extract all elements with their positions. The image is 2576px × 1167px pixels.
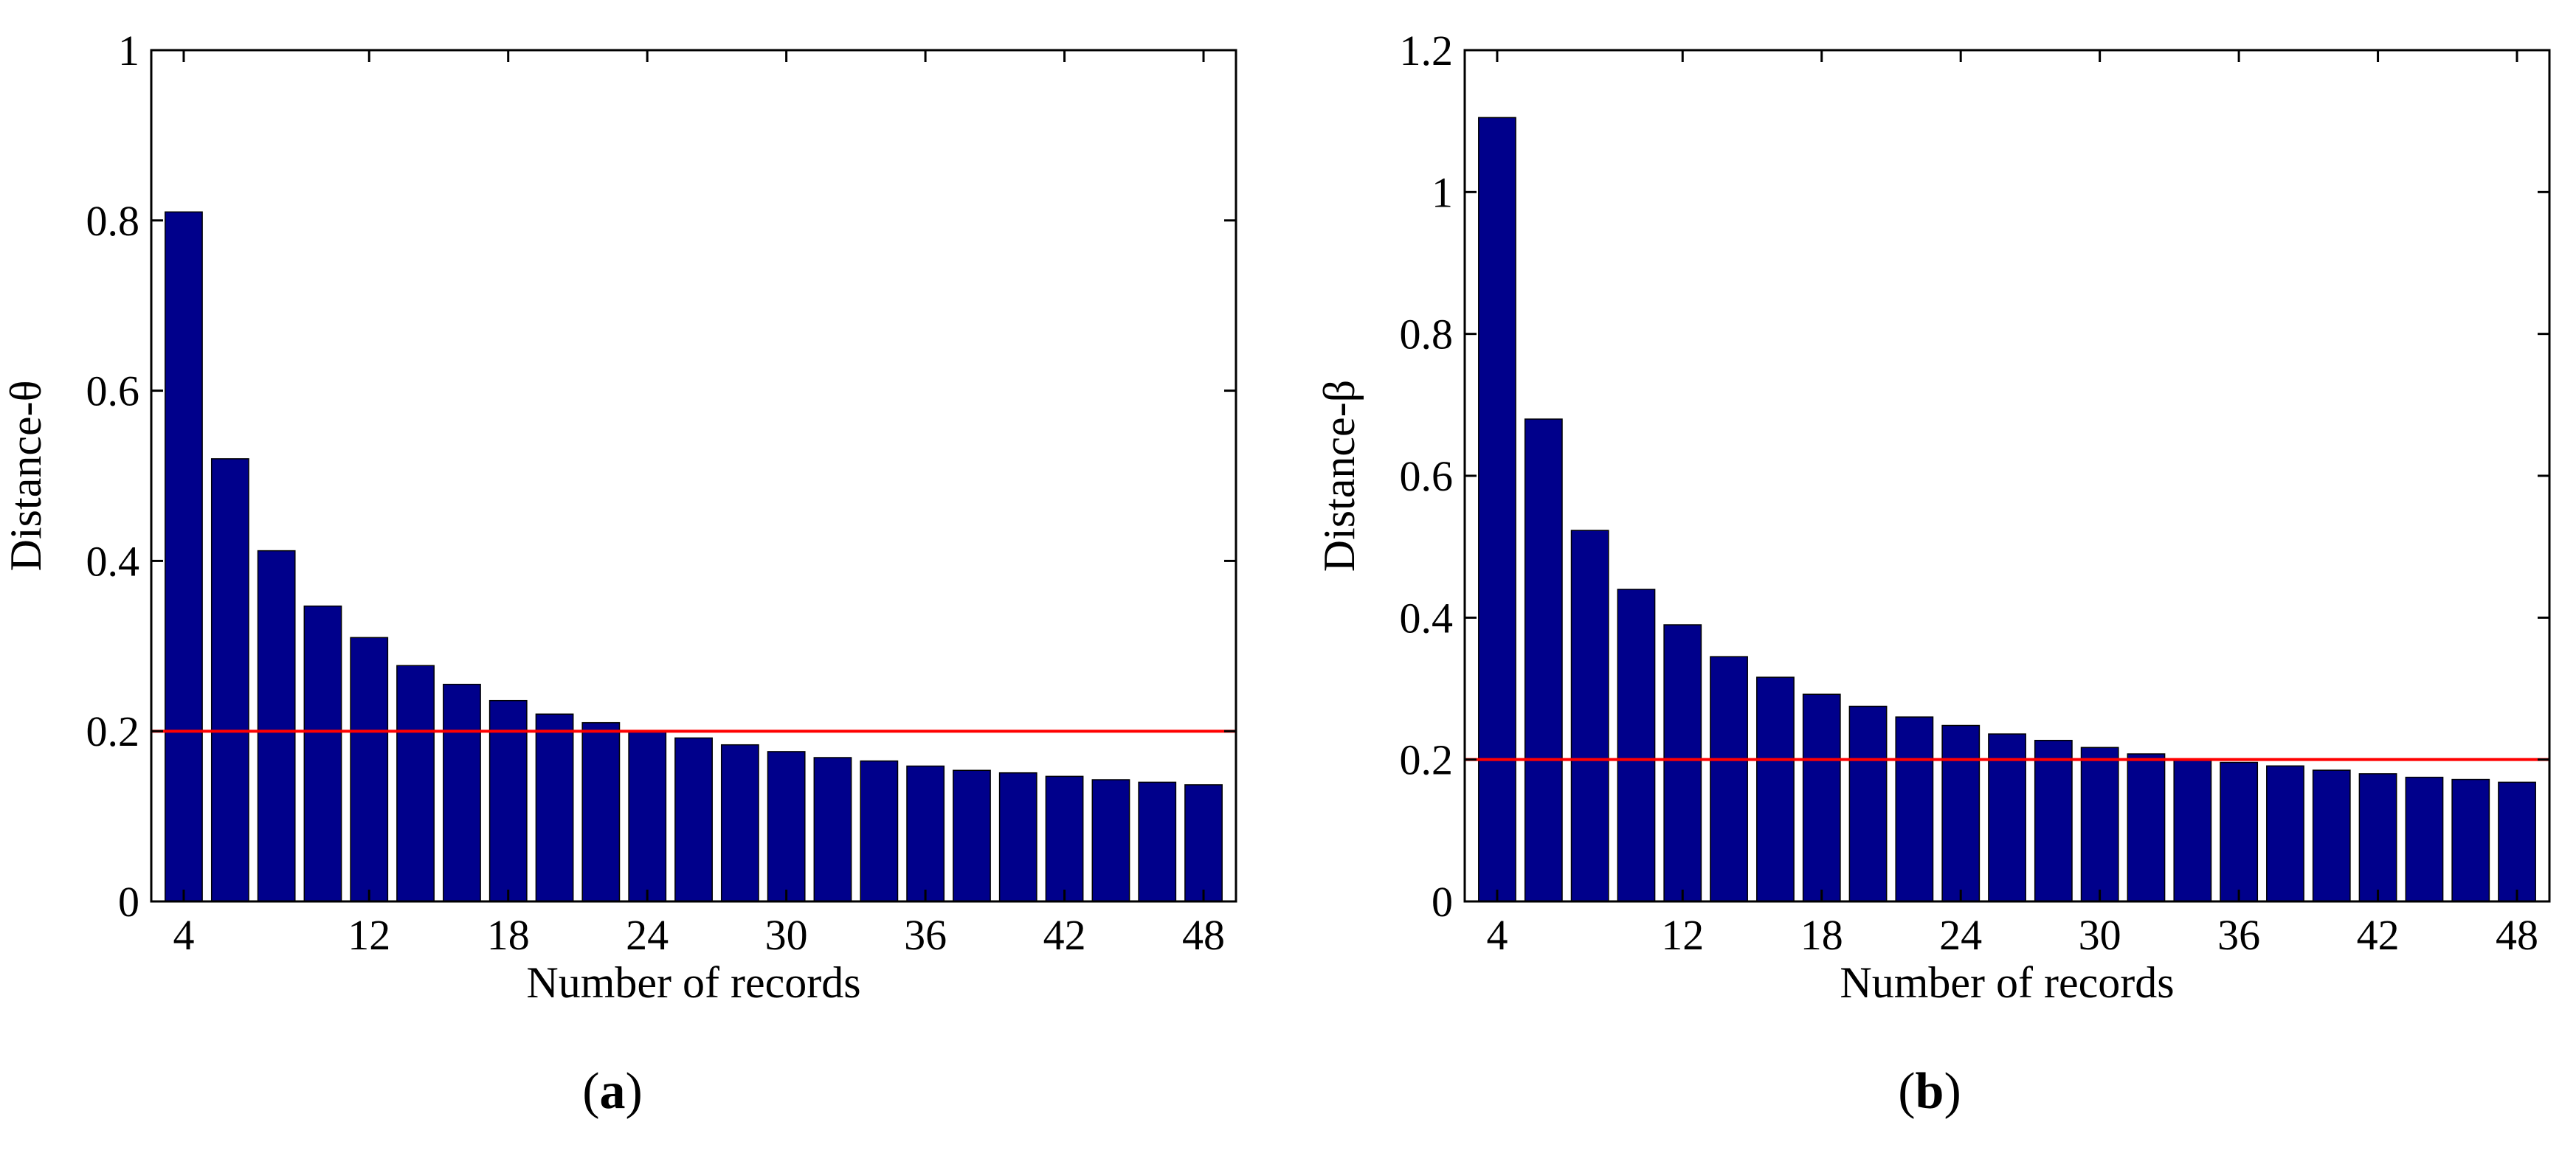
y-axis-label-b: Distance-β xyxy=(1315,380,1364,572)
bar-b-14 xyxy=(1710,656,1748,902)
ytick-label-a-5: 1 xyxy=(118,27,139,75)
ytick-label-b-3: 0.6 xyxy=(1400,452,1454,500)
xtick-label-a-7: 48 xyxy=(1182,911,1225,959)
xtick-label-a-3: 24 xyxy=(626,911,669,959)
bar-b-48 xyxy=(2498,781,2536,902)
bar-b-34 xyxy=(2173,758,2212,902)
bar-a-38 xyxy=(953,769,991,902)
bar-a-14 xyxy=(396,665,435,902)
xtick-label-a-6: 42 xyxy=(1043,911,1086,959)
bar-b-38 xyxy=(2266,765,2304,902)
xtick-label-b-3: 24 xyxy=(1939,911,1982,959)
bar-a-20 xyxy=(535,713,574,902)
ytick-label-a-4: 0.8 xyxy=(86,197,140,245)
bar-b-6 xyxy=(1524,418,1563,902)
xtick-label-b-5: 36 xyxy=(2217,911,2260,959)
bar-b-36 xyxy=(2220,761,2259,902)
x-axis-label-b: Number of records xyxy=(1840,958,2174,1007)
xtick-label-a-4: 30 xyxy=(765,911,808,959)
bar-a-18 xyxy=(488,699,528,902)
bar-a-16 xyxy=(443,683,481,902)
ytick-label-b-2: 0.4 xyxy=(1400,594,1454,642)
xtick-label-a-1: 12 xyxy=(348,911,390,959)
ytick-label-b-4: 0.8 xyxy=(1400,311,1454,359)
bar-a-48 xyxy=(1184,784,1223,902)
ytick-label-b-1: 0.2 xyxy=(1400,736,1454,784)
caption-b-label: b xyxy=(1915,1063,1944,1120)
bar-b-24 xyxy=(1941,724,1981,902)
bar-b-32 xyxy=(2127,753,2166,902)
bar-b-46 xyxy=(2451,778,2490,902)
bar-b-20 xyxy=(1848,705,1888,902)
bar-a-12 xyxy=(350,637,389,902)
bar-b-40 xyxy=(2312,769,2351,902)
xtick-label-b-4: 30 xyxy=(2079,911,2121,959)
bar-a-34 xyxy=(860,760,899,902)
bar-b-16 xyxy=(1756,676,1795,902)
bar-a-8 xyxy=(257,550,296,902)
bar-a-44 xyxy=(1091,779,1130,902)
bar-b-18 xyxy=(1802,693,1841,902)
x-axis-label-a: Number of records xyxy=(526,958,860,1007)
xtick-label-b-0: 4 xyxy=(1486,911,1508,959)
bar-a-24 xyxy=(628,730,667,902)
bar-b-12 xyxy=(1663,624,1702,902)
bar-a-36 xyxy=(906,765,945,902)
bar-a-30 xyxy=(767,751,806,902)
caption-a: (a) xyxy=(582,1063,643,1120)
bar-a-42 xyxy=(1045,775,1084,902)
bar-a-6 xyxy=(210,458,249,902)
bar-a-32 xyxy=(813,757,852,902)
y-axis-label-a: Distance-θ xyxy=(1,381,50,572)
ytick-label-b-5: 1 xyxy=(1432,168,1453,216)
ytick-label-a-1: 0.2 xyxy=(86,707,140,755)
bar-b-10 xyxy=(1617,589,1656,902)
bar-b-28 xyxy=(2034,739,2073,902)
xtick-label-b-1: 12 xyxy=(1661,911,1704,959)
xtick-label-a-5: 36 xyxy=(904,911,947,959)
bar-a-28 xyxy=(720,744,759,902)
xtick-label-a-0: 4 xyxy=(173,911,194,959)
bar-a-46 xyxy=(1138,781,1177,902)
xtick-label-a-2: 18 xyxy=(487,911,530,959)
bar-a-10 xyxy=(303,605,342,902)
bar-a-4 xyxy=(165,211,203,902)
caption-a-label: a xyxy=(599,1063,626,1120)
plot-frame-a xyxy=(150,49,1237,903)
caption-b: (b) xyxy=(1898,1063,1961,1120)
xtick-label-b-7: 48 xyxy=(2496,911,2538,959)
bar-b-44 xyxy=(2405,776,2444,902)
bar-b-8 xyxy=(1570,530,1609,902)
ytick-label-b-6: 1.2 xyxy=(1400,27,1454,75)
ytick-label-b-0: 0 xyxy=(1432,878,1453,926)
xtick-label-b-6: 42 xyxy=(2357,911,2400,959)
bar-b-22 xyxy=(1895,716,1934,902)
bar-a-22 xyxy=(581,721,621,902)
bar-b-30 xyxy=(2080,747,2119,902)
bar-b-4 xyxy=(1478,117,1516,902)
ytick-label-a-3: 0.6 xyxy=(86,367,140,415)
ytick-label-a-2: 0.4 xyxy=(86,537,140,585)
bar-a-26 xyxy=(674,737,713,902)
ytick-label-a-0: 0 xyxy=(118,878,139,926)
bar-a-40 xyxy=(998,772,1037,902)
bar-b-42 xyxy=(2358,773,2397,902)
xtick-label-b-2: 18 xyxy=(1800,911,1843,959)
